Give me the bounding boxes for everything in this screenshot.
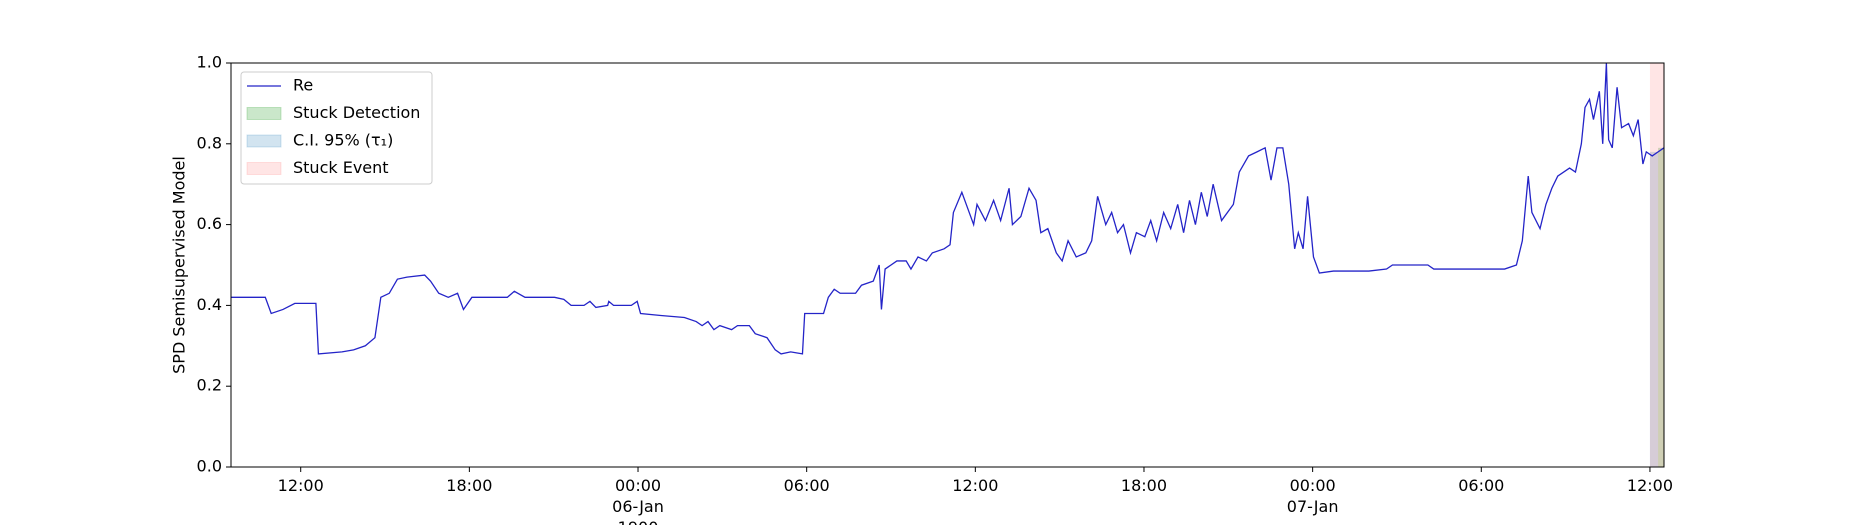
data-line: [231, 62, 1665, 355]
x-tick-label: 06:00: [783, 476, 830, 495]
y-tick-label: 0.8: [197, 133, 222, 152]
span: [1658, 147, 1664, 467]
x-tick-label: 12:00: [277, 476, 324, 495]
x-tick-label: 18:00: [1120, 476, 1168, 495]
span: [1649, 63, 1664, 467]
x-tick-label: 12:00: [952, 476, 999, 495]
x-tick-label: 06:00: [1458, 476, 1505, 495]
y-axis-label: SPD Semisupervised Model: [170, 156, 189, 374]
legend: Re Stuck Detection C.I. 95% (τ₁) Stuck Even…: [240, 71, 433, 185]
x-tick-label: 00:00 07-Jan: [1286, 476, 1339, 516]
x-tick-label: 12:00: [1626, 476, 1673, 495]
legend-box: [240, 71, 433, 185]
x-tick-label: 00:00 06-Jan 1900: [612, 476, 664, 525]
legend-handle: [246, 107, 282, 120]
span: [1649, 151, 1659, 467]
legend-label: Stuck Detection: [293, 103, 420, 122]
legend-handle: [246, 134, 282, 148]
legend-label: C.I. 95% (τ₁): [293, 131, 393, 150]
y-tick-label: 0.4: [197, 295, 222, 314]
legend-label: Re: [293, 76, 313, 95]
legend-handle: [246, 162, 282, 175]
y-tick-label: 0.2: [197, 376, 222, 395]
plot-frame: [230, 62, 1665, 468]
legend-label: Stuck Event: [293, 158, 389, 177]
y-tick-label: 0.0: [197, 457, 222, 476]
y-tick-label: 0.6: [197, 214, 222, 233]
x-tick-label: 18:00: [446, 476, 493, 495]
y-tick-label: 1.0: [197, 53, 222, 72]
